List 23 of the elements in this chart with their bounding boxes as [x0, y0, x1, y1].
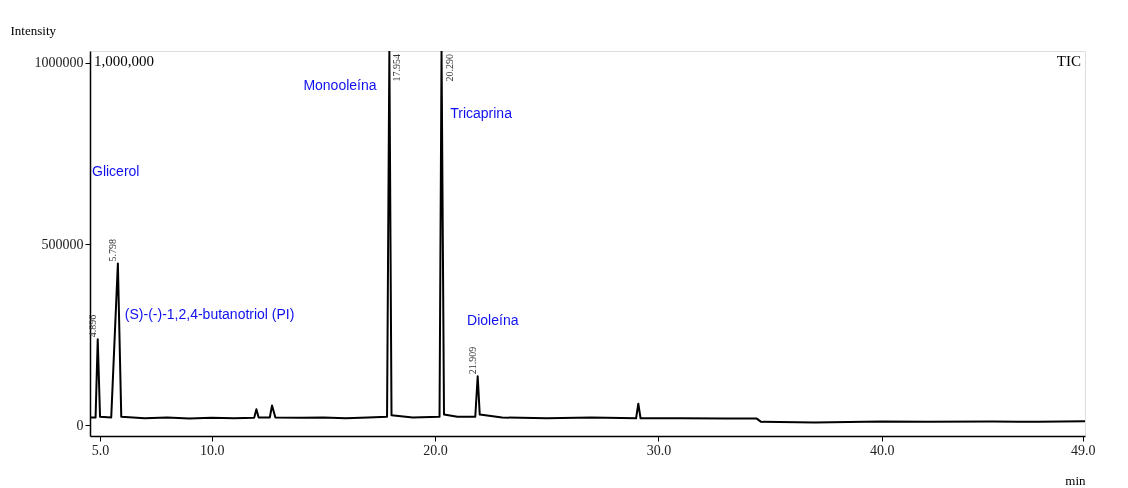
annotation: 4.896	[86, 314, 98, 338]
annotation: 20.290	[443, 54, 455, 82]
annotation: 21.909	[466, 346, 478, 375]
annotation: (S)-(-)-1,2,4-butanotriol (PI)	[124, 305, 295, 322]
annotation: Monooleína	[303, 76, 377, 93]
x-tick-label: 30.0	[646, 442, 672, 458]
annotation: 17.954	[391, 54, 403, 82]
y-axis-title: Intensity	[10, 22, 57, 38]
annotation: TIC	[1056, 53, 1082, 70]
x-tick-label: 40.0	[870, 442, 895, 458]
x-tick-label: 20.0	[423, 442, 448, 458]
annotation: Tricaprina	[450, 104, 513, 121]
annotation: Glicerol	[91, 163, 140, 180]
annotation: 5.798	[106, 238, 118, 262]
annotation: 1,000,000	[93, 53, 154, 70]
x-tick-label: 5.0	[91, 442, 110, 458]
y-tick-label: 0	[76, 417, 84, 433]
x-tick-label: 49.0	[1071, 442, 1096, 458]
x-axis-title: min	[1065, 472, 1086, 488]
x-tick-label: 10.0	[199, 442, 225, 458]
annotation: Dioleína	[467, 311, 519, 328]
y-tick-label: 500000	[41, 236, 84, 252]
y-tick-label: 1000000	[34, 55, 84, 71]
